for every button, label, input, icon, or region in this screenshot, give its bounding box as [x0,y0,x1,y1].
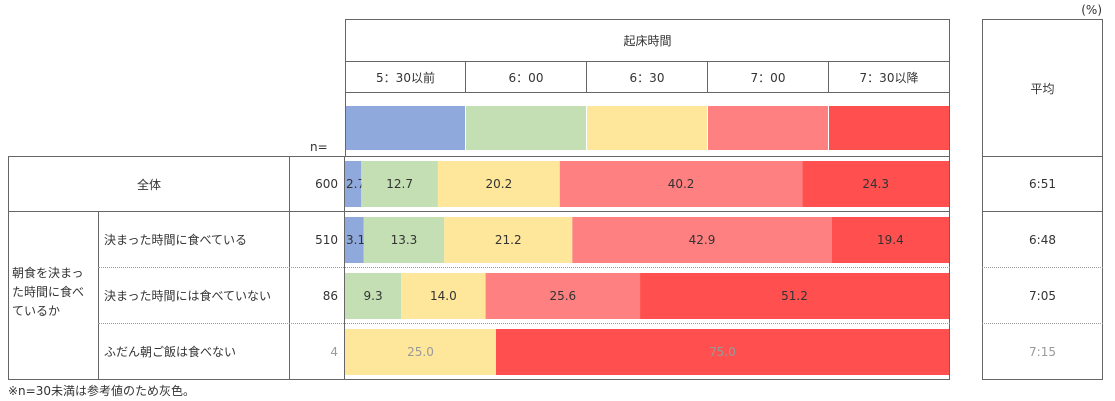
bar-label-r0-s3: 40.2 [668,177,695,191]
bar-label-r1-s0: 3.1 [346,233,365,247]
bar-label-r1-s3: 42.9 [689,233,716,247]
bar-label-r2-s4: 51.2 [781,289,808,303]
bar-label-r2-s1: 9.3 [364,289,383,303]
bar-label-r3-s2: 25.0 [407,345,434,359]
bar-label-r0-s2: 20.2 [486,177,513,191]
bar-label-r0-s1: 12.7 [386,177,413,191]
bar-label-r1-s2: 21.2 [495,233,522,247]
bar-label-r1-s4: 19.4 [877,233,904,247]
bar-label-r2-s2: 14.0 [430,289,457,303]
bar-label-r3-s4: 75.0 [709,345,736,359]
bar-label-r2-s3: 25.6 [549,289,576,303]
bar-label-r0-s4: 24.3 [862,177,889,191]
footnote: ※n=30未満は参考値のため灰色。 [8,381,408,399]
bar-label-r1-s1: 13.3 [391,233,418,247]
